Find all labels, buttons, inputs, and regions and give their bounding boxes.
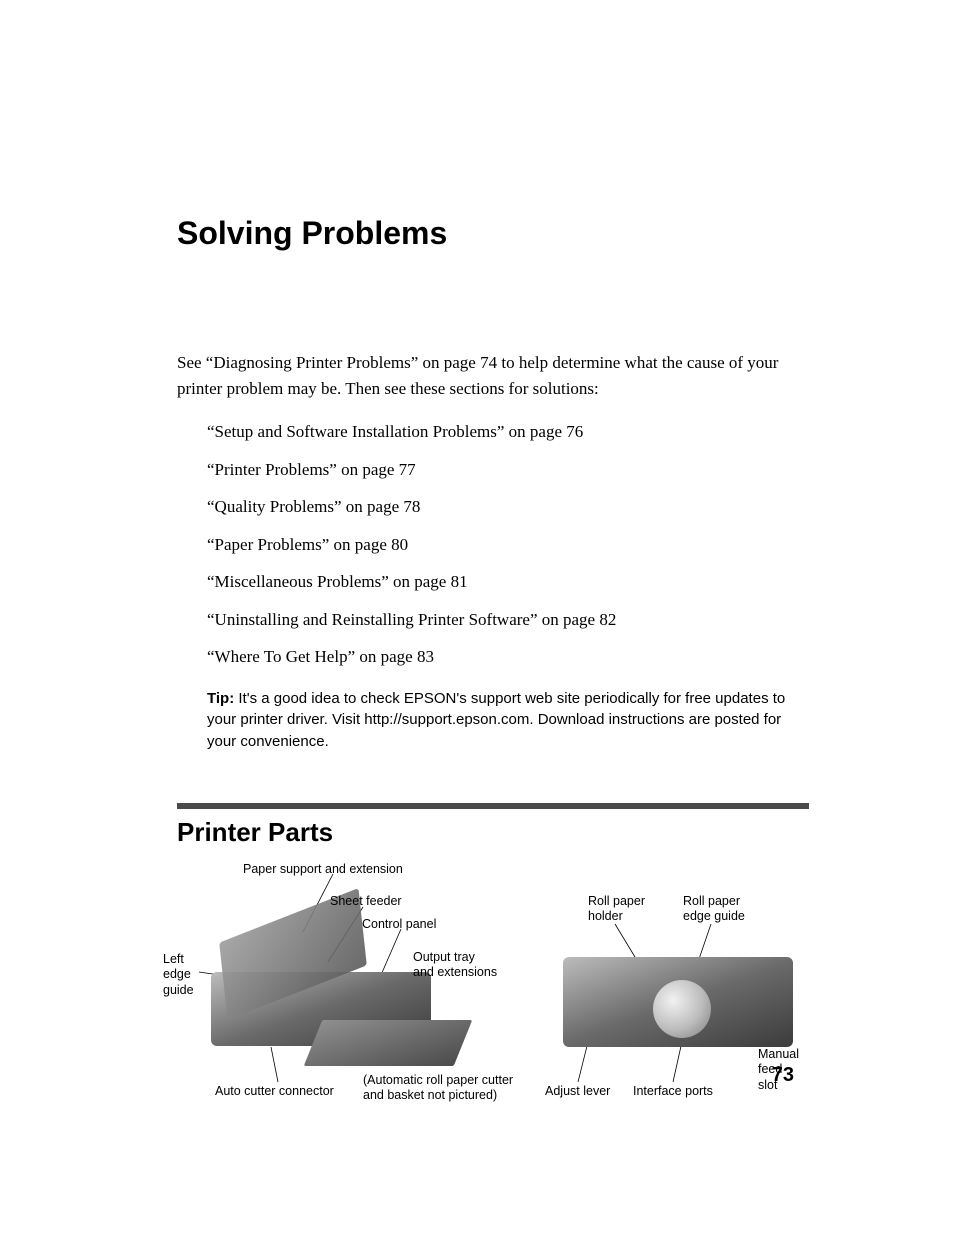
diagram-label: Roll paperedge guide bbox=[683, 894, 745, 925]
diagram-label: Paper support and extension bbox=[243, 862, 403, 878]
section-link-list: “Setup and Software Installation Problem… bbox=[177, 419, 809, 670]
tip-body: It's a good idea to check EPSON's suppor… bbox=[207, 690, 785, 751]
section-rule bbox=[177, 803, 809, 809]
diagram-label: (Automatic roll paper cutterand basket n… bbox=[363, 1073, 513, 1104]
intro-paragraph: See “Diagnosing Printer Problems” on pag… bbox=[177, 350, 809, 401]
section-link: “Miscellaneous Problems” on page 81 bbox=[207, 569, 809, 595]
section-link: “Paper Problems” on page 80 bbox=[207, 532, 809, 558]
diagram-label: Control panel bbox=[362, 917, 436, 933]
chapter-title: Solving Problems bbox=[177, 215, 809, 252]
output-tray-shape bbox=[304, 1020, 473, 1066]
tip-paragraph: Tip: It's a good idea to check EPSON's s… bbox=[177, 688, 809, 753]
diagram-label: Auto cutter connector bbox=[215, 1084, 334, 1100]
diagram-label: Roll paperholder bbox=[588, 894, 645, 925]
tip-label: Tip: bbox=[207, 690, 234, 707]
diagram-label: Leftedgeguide bbox=[163, 952, 194, 999]
page-number: 73 bbox=[772, 1064, 794, 1087]
section-link: “Setup and Software Installation Problem… bbox=[207, 419, 809, 445]
roll-paper-shape bbox=[653, 980, 711, 1038]
diagram-label: Adjust lever bbox=[545, 1084, 610, 1100]
diagram-label: Interface ports bbox=[633, 1084, 713, 1100]
diagram-label: Sheet feeder bbox=[330, 894, 402, 910]
diagram-label: Output trayand extensions bbox=[413, 950, 497, 981]
printer-parts-diagram: Paper support and extension Sheet feeder C… bbox=[163, 862, 803, 1142]
section-title: Printer Parts bbox=[177, 817, 809, 848]
section-link: “Printer Problems” on page 77 bbox=[207, 457, 809, 483]
section-link: “Uninstalling and Reinstalling Printer S… bbox=[207, 607, 809, 633]
section-link: “Quality Problems” on page 78 bbox=[207, 494, 809, 520]
section-link: “Where To Get Help” on page 83 bbox=[207, 644, 809, 670]
